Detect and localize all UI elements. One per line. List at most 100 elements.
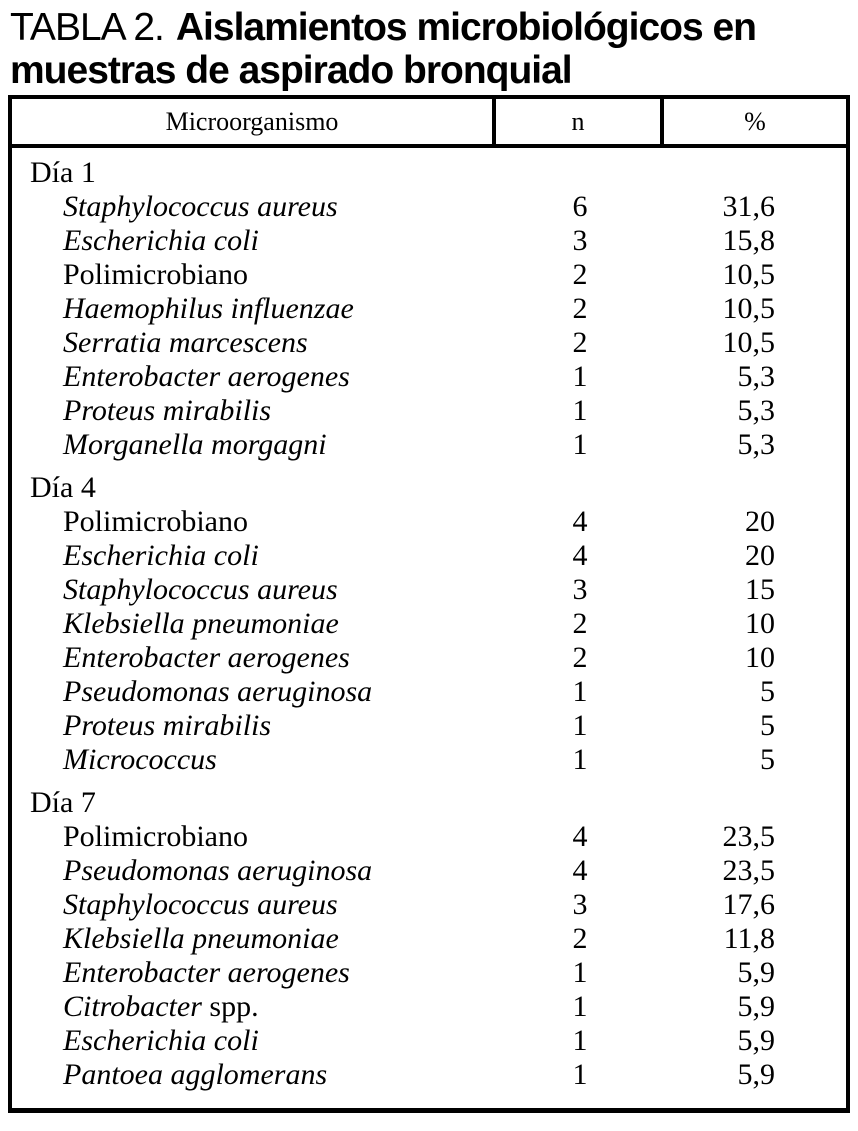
isolate-percent: 15 [745, 573, 775, 606]
table-row: Morganella morgagni 1 5,3 [12, 428, 846, 462]
species-name: Enterobacter aerogenes [63, 360, 350, 393]
table-row: Citrobacter spp. 1 5,9 [12, 990, 846, 1024]
isolate-count: 6 [572, 190, 588, 223]
column-header-percent: % [744, 106, 766, 136]
microbiology-table: Microorganismo n % Día 1 Staphylococcus a… [8, 95, 850, 1113]
isolate-count: 4 [572, 539, 588, 572]
species-name: Proteus mirabilis [63, 709, 272, 742]
section-day-heading: Día 1 [30, 156, 96, 189]
isolate-count: 1 [572, 1024, 588, 1057]
microorganism-cell: Polimicrobiano [12, 820, 496, 854]
isolate-count: 3 [572, 224, 588, 257]
isolate-count: 4 [572, 854, 588, 887]
table-title: TABLA 2. Aislamientos microbiológicos en … [10, 6, 858, 92]
isolate-count: 1 [572, 743, 588, 776]
species-name: Morganella morgagni [63, 428, 327, 461]
isolate-percent: 20 [745, 539, 775, 572]
isolate-percent: 5,9 [737, 1058, 776, 1091]
table-header-row: Microorganismo n % [12, 99, 846, 148]
isolate-percent: 20 [745, 505, 775, 538]
isolate-count: 2 [572, 258, 588, 291]
isolate-count: 4 [572, 820, 588, 853]
species-name: Klebsiella pneumoniae [63, 922, 339, 955]
table-row: Proteus mirabilis 1 5 [12, 709, 846, 743]
table-section: Día 1 Staphylococcus aureus 6 31,6 Escherich… [12, 156, 846, 462]
isolate-count: 1 [572, 428, 588, 461]
table-row: Pantoea agglomerans 1 5,9 [12, 1058, 846, 1092]
isolate-count: 3 [572, 573, 588, 606]
species-name: Pseudomonas aeruginosa [63, 675, 373, 708]
microorganism-cell: Klebsiella pneumoniae [12, 922, 496, 956]
microorganism-cell: Staphylococcus aureus [12, 573, 496, 607]
microorganism-cell: Haemophilus influenzae [12, 292, 496, 326]
table-row: Enterobacter aerogenes 2 10 [12, 641, 846, 675]
table-row: Escherichia coli 3 15,8 [12, 224, 846, 258]
microorganism-cell: Staphylococcus aureus [12, 888, 496, 922]
microorganism-cell: Enterobacter aerogenes [12, 956, 496, 990]
isolate-percent: 10,5 [722, 292, 776, 325]
isolate-percent: 5,9 [737, 956, 776, 989]
column-header-n: n [496, 99, 664, 144]
isolate-percent: 10 [745, 607, 775, 640]
species-name: Pantoea agglomerans [63, 1058, 328, 1091]
isolate-count: 1 [572, 1058, 588, 1091]
isolate-count: 1 [572, 990, 588, 1023]
microorganism-cell: Pantoea agglomerans [12, 1058, 496, 1092]
microorganism-cell: Enterobacter aerogenes [12, 360, 496, 394]
isolate-percent: 5,9 [737, 990, 776, 1023]
microorganism-cell: Escherichia coli [12, 539, 496, 573]
page: TABLA 2. Aislamientos microbiológicos en … [0, 6, 858, 1113]
microorganism-cell: Escherichia coli [12, 224, 496, 258]
species-name: Escherichia coli [63, 539, 259, 572]
table-row: Micrococcus 1 5 [12, 743, 846, 777]
isolate-percent: 5 [760, 743, 775, 776]
isolate-percent: 31,6 [722, 190, 776, 223]
species-name: Polimicrobiano [63, 258, 248, 291]
species-name: Proteus mirabilis [63, 394, 272, 427]
microorganism-cell: Micrococcus [12, 743, 496, 777]
microorganism-cell: Pseudomonas aeruginosa [12, 854, 496, 888]
microorganism-cell: Morganella morgagni [12, 428, 496, 462]
species-name: Micrococcus [63, 743, 217, 776]
isolate-percent: 5,3 [737, 428, 776, 461]
table-section: Día 4 Polimicrobiano 4 20 Escherichia coli 4 2… [12, 471, 846, 777]
table-row: Escherichia coli 4 20 [12, 539, 846, 573]
microorganism-cell: Enterobacter aerogenes [12, 641, 496, 675]
microorganism-cell: Proteus mirabilis [12, 709, 496, 743]
table-row: Klebsiella pneumoniae 2 10 [12, 607, 846, 641]
table-row: Pseudomonas aeruginosa 1 5 [12, 675, 846, 709]
microorganism-cell: Polimicrobiano [12, 505, 496, 539]
microorganism-cell: Staphylococcus aureus [12, 190, 496, 224]
microorganism-cell: Escherichia coli [12, 1024, 496, 1058]
species-name: Staphylococcus aureus [63, 888, 338, 921]
species-name: Enterobacter aerogenes [63, 641, 350, 674]
species-name: Haemophilus influenzae [63, 292, 354, 325]
isolate-percent: 5,3 [737, 394, 776, 427]
isolate-count: 2 [572, 607, 588, 640]
isolate-count: 1 [572, 675, 588, 708]
isolate-percent: 23,5 [722, 854, 776, 887]
species-name: Enterobacter aerogenes [63, 956, 350, 989]
column-header-microorganism: Microorganismo [12, 99, 496, 144]
table-row: Staphylococcus aureus 3 15 [12, 573, 846, 607]
isolate-percent: 5,9 [737, 1024, 776, 1057]
table-row: Haemophilus influenzae 2 10,5 [12, 292, 846, 326]
isolate-count: 2 [572, 641, 588, 674]
table-row: Polimicrobiano 2 10,5 [12, 258, 846, 292]
isolate-percent: 10,5 [722, 326, 776, 359]
species-name: Pseudomonas aeruginosa [63, 854, 373, 887]
isolate-percent: 5 [760, 709, 775, 742]
isolate-percent: 17,6 [722, 888, 776, 921]
table-title-text-line2: muestras de aspirado bronquial [10, 49, 573, 92]
isolate-percent: 5 [760, 675, 775, 708]
species-name: Polimicrobiano [63, 820, 248, 853]
table-row: Proteus mirabilis 1 5,3 [12, 394, 846, 428]
species-name: Escherichia coli [63, 224, 259, 257]
isolate-count: 2 [572, 292, 588, 325]
table-body: Día 1 Staphylococcus aureus 6 31,6 Escherich… [12, 148, 846, 1108]
table-row: Polimicrobiano 4 20 [12, 505, 846, 539]
microorganism-cell: Citrobacter spp. [12, 990, 496, 1024]
microorganism-cell: Proteus mirabilis [12, 394, 496, 428]
microorganism-cell: Polimicrobiano [12, 258, 496, 292]
species-name-suffix: spp. [201, 990, 259, 1023]
